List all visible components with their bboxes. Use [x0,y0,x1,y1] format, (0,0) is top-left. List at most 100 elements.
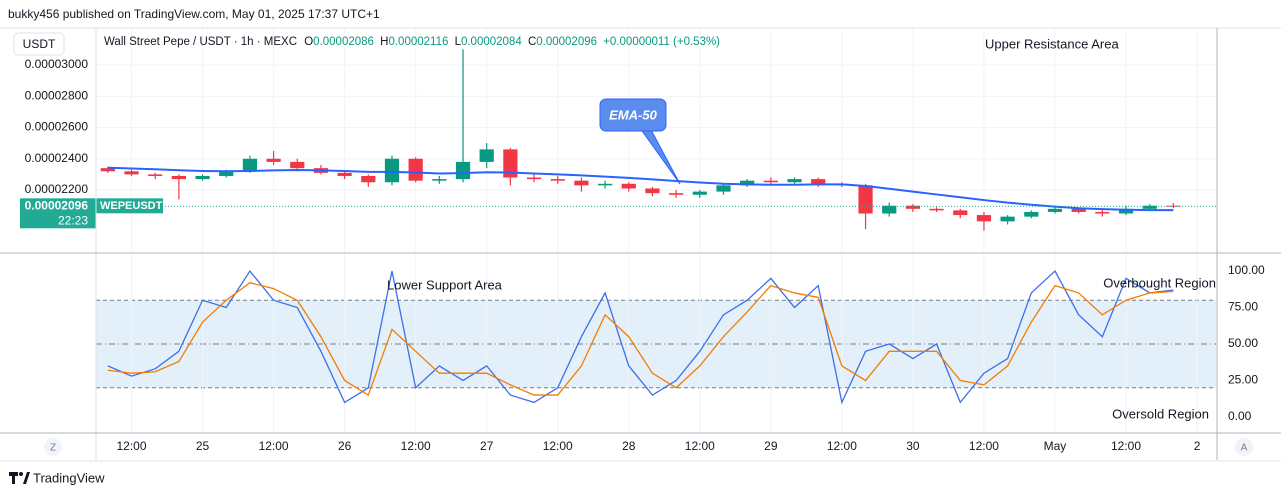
logo-shape [23,472,30,484]
candle-body [148,174,163,176]
brand-logo [9,472,30,484]
content: 0.00002200 0.00002400 0.00002600 0.00002800… [20,36,1265,453]
ema-line [107,166,1174,212]
x-tick-label: 29 [764,439,778,453]
candle-body [669,193,684,195]
y-tick-label: 0.00002800 [25,88,89,102]
candle-body [266,158,281,162]
x-tick-label: 12:00 [1111,439,1141,453]
candle-body [503,149,518,178]
x-tick-label: 12:00 [259,439,289,453]
y-tick-label: 50.00 [1228,336,1258,350]
legend: Wall Street Pepe / USDT · 1h · MEXC O0.0… [104,36,720,48]
logo-shape [19,472,23,476]
y-tick-label: 0.00002600 [25,120,89,134]
x-tick-label: 12:00 [117,439,147,453]
countdown: 22:23 [58,213,88,227]
grid [96,28,1216,432]
last-price-box [20,198,96,229]
candle-body [171,175,186,180]
last-price-label: 0.00002096 [25,198,89,212]
ema-callout-label: EMA-50 [609,107,657,122]
y-tick-label: 0.00 [1228,409,1252,423]
candle-body [811,179,826,184]
candle-body [384,158,400,183]
candle-body [905,205,921,209]
y-tick-label: 100.00 [1228,263,1265,277]
y-tick-label: 0.00002400 [25,151,89,165]
stoch-line [107,269,1174,405]
currency: USDT [23,37,56,51]
x-tick-label: 30 [906,439,920,453]
currency-badge[interactable] [13,32,65,56]
annotation: Upper Resistance Area [985,36,1119,51]
legend-h-label: H [380,36,388,48]
candle-body [526,177,542,180]
candle-body [716,185,731,192]
candle-body [219,171,234,176]
logo-shape [9,472,18,484]
candle-body [1047,208,1063,212]
candle-body [597,183,613,186]
candle-body [953,210,968,216]
candle-body [408,158,423,181]
candle-body [455,161,471,180]
candle-body [1118,208,1134,214]
candle-body [1142,205,1157,209]
candle-body [621,183,636,189]
candle-body [882,205,897,214]
y-tick-label: 0.00002200 [25,182,89,196]
attribution: bukky456 published on TradingView.com, M… [8,7,380,21]
scale-button[interactable] [44,438,62,456]
candle-body [1024,211,1039,217]
candle-body [763,180,778,183]
x-tick-label: 25 [196,439,210,453]
candle-body [124,171,139,175]
legend-title: Wall Street Pepe / USDT · 1h · MEXC [104,36,297,48]
scale-button-label: A [1241,443,1248,454]
candle-body [432,179,447,181]
candle-body [361,175,376,183]
brand: TradingView [33,470,105,485]
x-tick-label: 12:00 [401,439,431,453]
scale-button-label: Z [50,443,56,454]
legend-c-label: C [528,36,536,48]
x-tick-label: 12:00 [827,439,857,453]
candle-body [858,185,873,214]
x-tick-label: 12:00 [969,439,999,453]
legend-h: 0.00002116 [388,36,448,48]
symbol-box [96,198,163,214]
scale-button[interactable] [1235,438,1253,456]
x-tick-label: 12:00 [543,439,573,453]
candle-body [929,208,944,211]
y-tick-label: 25.00 [1228,373,1258,387]
x-tick-label: 2 [1194,439,1201,453]
x-tick-label: May [1044,439,1067,453]
candle-body [976,215,992,222]
annotation: Overbought Region [1103,275,1216,290]
candle-body [479,149,494,162]
ema-callout [599,98,667,132]
candle-body [337,172,352,176]
candle-body [1071,208,1086,212]
candle-body [1095,211,1110,214]
stoch-line [107,282,1174,397]
legend-c: 0.00002096 [536,36,597,48]
candle-body [290,161,305,169]
candle-body [645,188,660,194]
x-tick-label: 28 [622,439,636,453]
candle-body [195,175,210,180]
candle-body [787,179,802,183]
candle-body [574,180,589,186]
y-tick-label: 0.00003000 [25,57,89,71]
legend-o: 0.00002086 [313,36,374,48]
x-tick-label: 26 [338,439,352,453]
candle-body [692,191,707,195]
candle-body [242,158,258,172]
legend-l-label: L [455,36,462,48]
candle-body [1000,216,1015,222]
candle-body [740,180,755,186]
legend-l: 0.00002084 [461,36,522,48]
